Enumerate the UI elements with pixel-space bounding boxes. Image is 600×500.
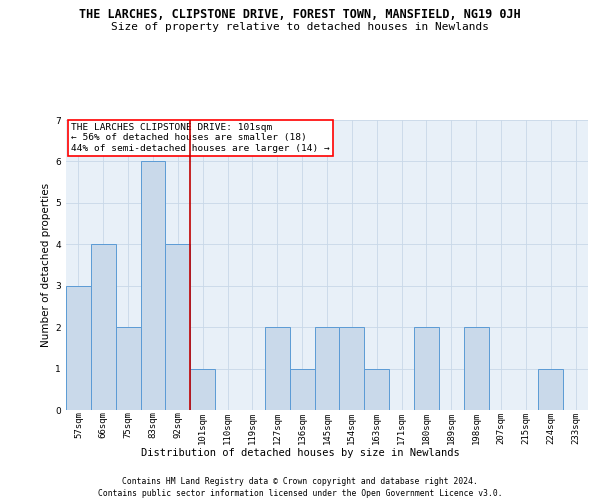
Bar bbox=[538, 368, 563, 410]
Bar bbox=[314, 327, 340, 410]
Bar bbox=[190, 368, 215, 410]
Bar bbox=[265, 327, 290, 410]
Text: Contains public sector information licensed under the Open Government Licence v3: Contains public sector information licen… bbox=[98, 489, 502, 498]
Text: THE LARCHES CLIPSTONE DRIVE: 101sqm
← 56% of detached houses are smaller (18)
44: THE LARCHES CLIPSTONE DRIVE: 101sqm ← 56… bbox=[71, 123, 330, 152]
Text: Contains HM Land Registry data © Crown copyright and database right 2024.: Contains HM Land Registry data © Crown c… bbox=[122, 478, 478, 486]
Bar bbox=[66, 286, 91, 410]
Bar bbox=[364, 368, 389, 410]
Text: Size of property relative to detached houses in Newlands: Size of property relative to detached ho… bbox=[111, 22, 489, 32]
Bar bbox=[290, 368, 314, 410]
Y-axis label: Number of detached properties: Number of detached properties bbox=[41, 183, 51, 347]
Bar bbox=[91, 244, 116, 410]
Bar bbox=[414, 327, 439, 410]
Bar bbox=[340, 327, 364, 410]
Bar bbox=[140, 162, 166, 410]
Bar bbox=[116, 327, 140, 410]
Bar bbox=[464, 327, 488, 410]
Text: Distribution of detached houses by size in Newlands: Distribution of detached houses by size … bbox=[140, 448, 460, 458]
Bar bbox=[166, 244, 190, 410]
Text: THE LARCHES, CLIPSTONE DRIVE, FOREST TOWN, MANSFIELD, NG19 0JH: THE LARCHES, CLIPSTONE DRIVE, FOREST TOW… bbox=[79, 8, 521, 20]
